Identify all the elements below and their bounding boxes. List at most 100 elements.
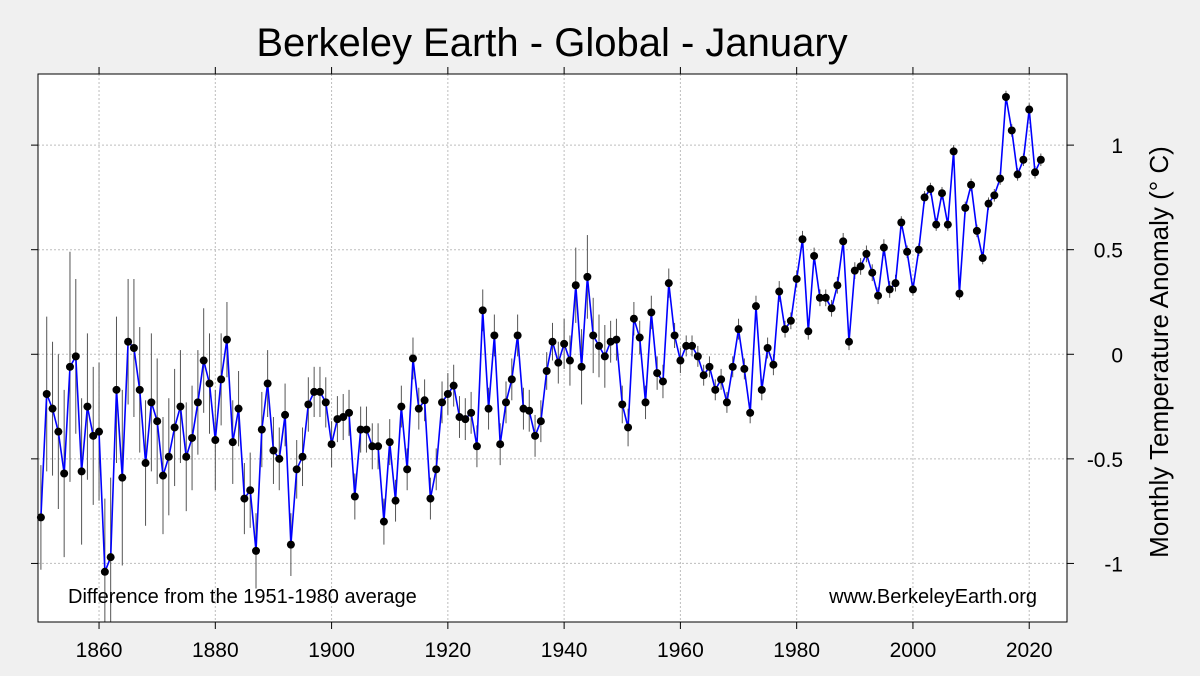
data-point <box>984 199 993 208</box>
data-point <box>147 398 156 407</box>
data-point <box>583 272 592 281</box>
data-point <box>990 191 999 200</box>
data-point <box>408 354 417 363</box>
data-point <box>612 335 621 344</box>
data-point <box>647 308 656 317</box>
data-point <box>618 400 627 409</box>
data-point <box>275 454 284 463</box>
data-point <box>757 385 766 394</box>
data-point <box>118 473 127 482</box>
data-point <box>484 404 493 413</box>
data-point <box>641 398 650 407</box>
data-point <box>914 245 923 254</box>
data-point <box>769 360 778 369</box>
data-point <box>158 471 167 480</box>
data-point <box>996 174 1005 183</box>
data-point <box>908 285 917 294</box>
data-point <box>490 331 499 340</box>
data-point <box>403 465 412 474</box>
data-point <box>658 377 667 386</box>
data-point <box>368 442 377 451</box>
data-points <box>36 93 1045 576</box>
data-point <box>379 517 388 526</box>
data-point <box>222 335 231 344</box>
data-point <box>600 352 609 361</box>
data-point <box>670 331 679 340</box>
data-point <box>734 325 743 334</box>
data-point <box>234 404 243 413</box>
y-tick-label: -1 <box>1104 553 1123 576</box>
plot-border <box>37 73 1068 623</box>
data-point <box>693 352 702 361</box>
data-point <box>699 371 708 380</box>
data-point <box>1013 170 1022 179</box>
data-point <box>978 254 987 263</box>
data-point <box>95 427 104 436</box>
data-point <box>932 220 941 229</box>
data-point <box>217 375 226 384</box>
data-point <box>897 218 906 227</box>
data-point <box>345 408 354 417</box>
data-point <box>164 452 173 461</box>
data-point <box>856 262 865 271</box>
data-point <box>507 375 516 384</box>
x-tick-label: 1880 <box>192 639 239 662</box>
data-point <box>589 331 598 340</box>
data-point <box>903 247 912 256</box>
data-point <box>362 425 371 434</box>
baseline-note: Difference from the 1951-1980 average <box>68 586 417 608</box>
data-point <box>327 440 336 449</box>
data-point <box>420 396 429 405</box>
data-point <box>664 279 673 288</box>
x-tick-label: 2000 <box>890 639 937 662</box>
y-axis-label: Monthly Temperature Anomaly (° C) <box>1144 146 1174 558</box>
data-point <box>531 431 540 440</box>
data-point <box>467 408 476 417</box>
data-point <box>304 400 313 409</box>
data-point <box>414 404 423 413</box>
data-point <box>443 390 452 399</box>
data-point <box>705 362 714 371</box>
data-point <box>629 314 638 323</box>
data-point <box>252 546 261 555</box>
data-point <box>850 266 859 275</box>
data-point <box>112 385 121 394</box>
data-point <box>193 398 202 407</box>
data-point <box>1001 93 1010 102</box>
data-point <box>54 427 63 436</box>
data-point <box>565 356 574 365</box>
data-point <box>263 379 272 388</box>
source-url: www.BerkeleyEarth.org <box>828 586 1037 608</box>
data-point <box>100 567 109 576</box>
data-point <box>624 423 633 432</box>
chart-title: Berkeley Earth - Global - January <box>256 21 847 65</box>
data-point <box>688 341 697 350</box>
data-point <box>653 369 662 378</box>
data-point <box>862 249 871 258</box>
data-point <box>827 304 836 313</box>
data-point <box>281 410 290 419</box>
data-point <box>810 251 819 260</box>
data-point <box>525 406 534 415</box>
data-point <box>1019 155 1028 164</box>
data-point <box>554 358 563 367</box>
data-point <box>844 337 853 346</box>
data-point <box>135 385 144 394</box>
data-point <box>478 306 487 315</box>
x-tick-label: 1920 <box>424 639 471 662</box>
data-point <box>786 316 795 325</box>
data-point <box>240 494 249 503</box>
data-point <box>106 553 115 562</box>
data-point <box>804 327 813 336</box>
data-point <box>397 402 406 411</box>
x-tick-label: 1980 <box>773 639 820 662</box>
x-axis-ticks: 1860 1880 1900 1920 1940 1960 1980 2000 2020 <box>76 67 1053 662</box>
data-point <box>141 459 150 468</box>
data-point <box>926 185 935 194</box>
data-point <box>513 331 522 340</box>
data-point <box>740 364 749 373</box>
data-point <box>71 352 80 361</box>
data-point <box>571 281 580 290</box>
data-point <box>839 237 848 246</box>
data-point <box>676 356 685 365</box>
